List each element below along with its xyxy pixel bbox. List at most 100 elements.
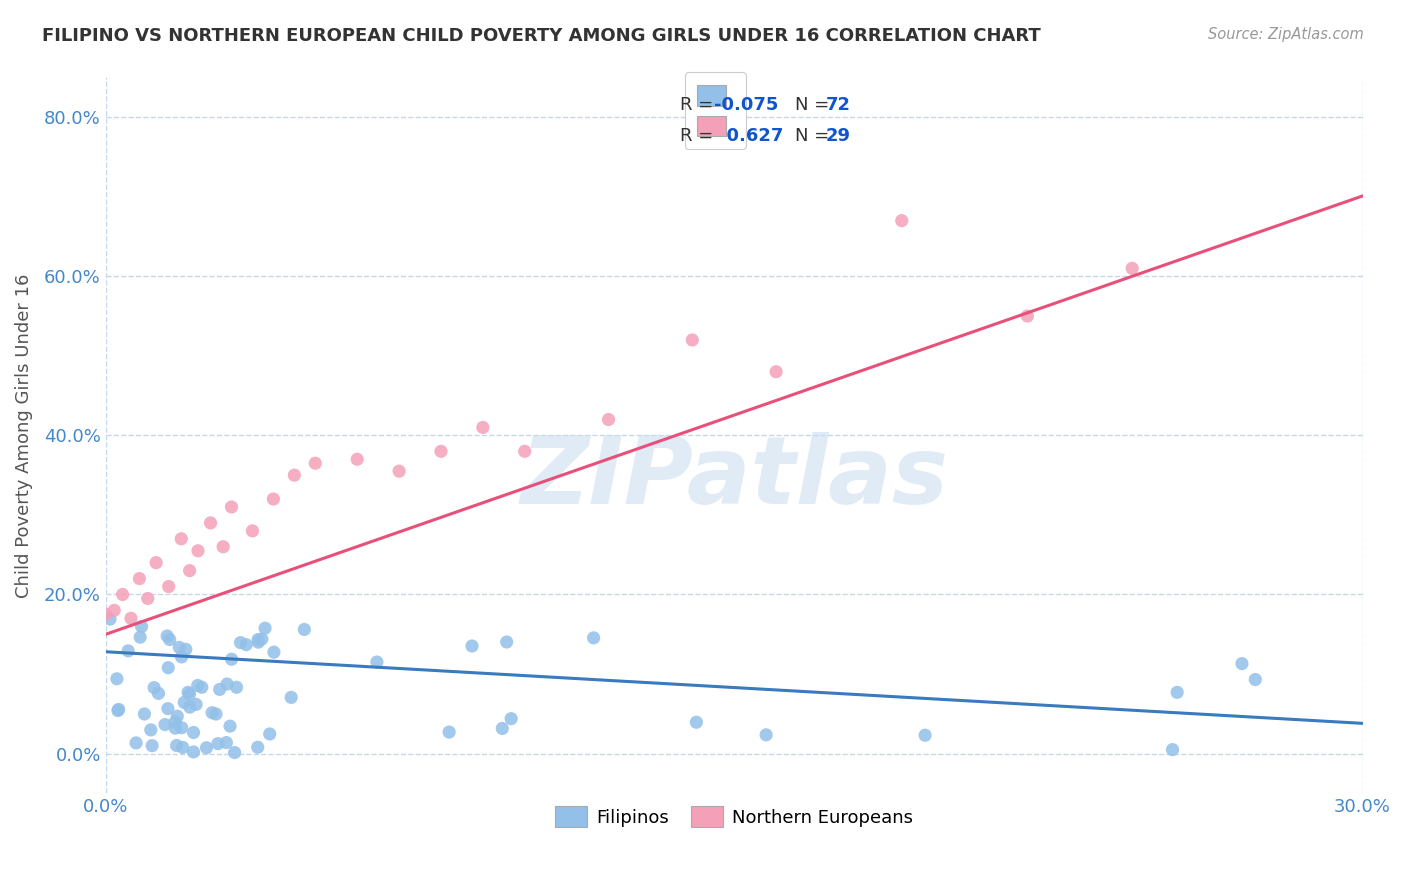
Point bbox=[1244, 673, 1267, 687]
Point bbox=[242, 524, 264, 538]
Point bbox=[170, 721, 193, 735]
Point bbox=[165, 715, 187, 730]
Point bbox=[174, 642, 197, 657]
Text: 72: 72 bbox=[825, 95, 851, 113]
Point bbox=[250, 632, 273, 646]
Point bbox=[166, 709, 188, 723]
Point bbox=[283, 468, 305, 483]
Point bbox=[165, 721, 187, 735]
Point bbox=[224, 746, 246, 760]
Point bbox=[461, 639, 484, 653]
Text: R =: R = bbox=[681, 95, 713, 113]
Point bbox=[1161, 742, 1184, 756]
Point bbox=[173, 696, 195, 710]
Point bbox=[195, 740, 218, 755]
Point bbox=[495, 635, 517, 649]
Point bbox=[139, 723, 162, 737]
Point bbox=[156, 629, 179, 643]
Point bbox=[128, 572, 150, 586]
Point bbox=[205, 706, 228, 721]
Point bbox=[141, 739, 163, 753]
Point bbox=[215, 735, 238, 749]
Point bbox=[263, 645, 285, 659]
Point bbox=[501, 712, 523, 726]
Point bbox=[159, 632, 181, 647]
Point bbox=[914, 728, 936, 742]
Point bbox=[94, 607, 117, 622]
Point bbox=[120, 611, 142, 625]
Text: N =: N = bbox=[794, 95, 828, 113]
Text: 0.627: 0.627 bbox=[714, 128, 783, 145]
Point bbox=[366, 655, 388, 669]
Point bbox=[212, 540, 235, 554]
Point bbox=[1166, 685, 1188, 699]
Point bbox=[388, 464, 411, 478]
Point bbox=[765, 365, 787, 379]
Point bbox=[221, 500, 243, 514]
Point bbox=[246, 740, 269, 755]
Text: ZIPatlas: ZIPatlas bbox=[520, 433, 948, 524]
Point bbox=[685, 715, 707, 730]
Point bbox=[183, 745, 205, 759]
Point bbox=[247, 635, 270, 649]
Point bbox=[292, 623, 315, 637]
Point bbox=[105, 672, 128, 686]
Point bbox=[598, 412, 620, 426]
Point bbox=[491, 722, 513, 736]
Point bbox=[172, 740, 194, 755]
Point bbox=[280, 690, 302, 705]
Point bbox=[225, 680, 247, 694]
Point bbox=[1121, 261, 1143, 276]
Point bbox=[177, 685, 200, 699]
Point bbox=[136, 591, 159, 606]
Text: N =: N = bbox=[794, 128, 828, 145]
Point bbox=[111, 587, 134, 601]
Point bbox=[134, 706, 156, 721]
Point bbox=[201, 706, 224, 720]
Text: FILIPINO VS NORTHERN EUROPEAN CHILD POVERTY AMONG GIRLS UNDER 16 CORRELATION CHA: FILIPINO VS NORTHERN EUROPEAN CHILD POVE… bbox=[42, 27, 1040, 45]
Point bbox=[229, 635, 252, 649]
Text: Source: ZipAtlas.com: Source: ZipAtlas.com bbox=[1208, 27, 1364, 42]
Point bbox=[219, 719, 242, 733]
Point bbox=[254, 621, 277, 635]
Point bbox=[183, 725, 205, 739]
Point bbox=[184, 698, 207, 712]
Point bbox=[153, 717, 176, 731]
Point bbox=[582, 631, 605, 645]
Point bbox=[200, 516, 222, 530]
Point bbox=[107, 702, 129, 716]
Legend: Filipinos, Northern Europeans: Filipinos, Northern Europeans bbox=[548, 799, 921, 834]
Point bbox=[1230, 657, 1253, 671]
Point bbox=[755, 728, 778, 742]
Text: 29: 29 bbox=[825, 128, 851, 145]
Point bbox=[129, 630, 152, 644]
Point bbox=[131, 619, 153, 633]
Point bbox=[117, 644, 139, 658]
Point bbox=[148, 686, 170, 700]
Point bbox=[1017, 309, 1039, 323]
Text: R =: R = bbox=[681, 128, 713, 145]
Point bbox=[346, 452, 368, 467]
Point bbox=[681, 333, 703, 347]
Point bbox=[157, 580, 180, 594]
Point bbox=[179, 700, 201, 714]
Point bbox=[207, 737, 229, 751]
Point bbox=[157, 661, 180, 675]
Point bbox=[890, 213, 912, 227]
Point bbox=[156, 701, 179, 715]
Point bbox=[143, 681, 166, 695]
Point bbox=[304, 456, 326, 470]
Point bbox=[145, 556, 167, 570]
Text: -0.075: -0.075 bbox=[714, 95, 779, 113]
Point bbox=[513, 444, 536, 458]
Point bbox=[187, 678, 209, 692]
Point bbox=[235, 638, 257, 652]
Point bbox=[187, 543, 209, 558]
Point bbox=[170, 532, 193, 546]
Y-axis label: Child Poverty Among Girls Under 16: Child Poverty Among Girls Under 16 bbox=[15, 273, 32, 598]
Point bbox=[179, 687, 201, 701]
Point bbox=[166, 739, 188, 753]
Point bbox=[471, 420, 494, 434]
Point bbox=[98, 612, 121, 626]
Point bbox=[107, 704, 129, 718]
